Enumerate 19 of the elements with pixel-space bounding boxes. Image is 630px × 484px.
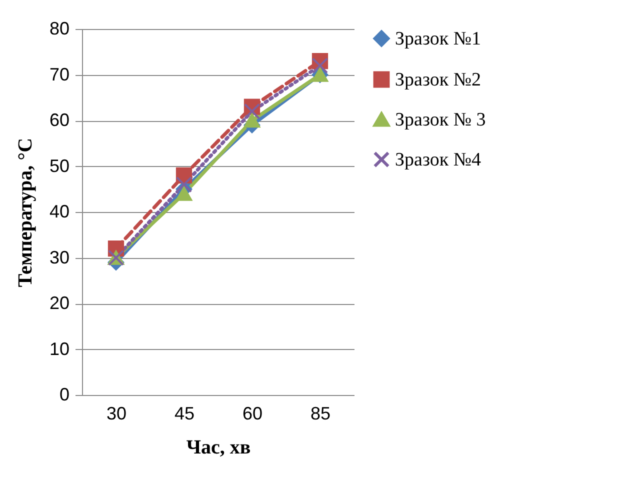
x-tick-label: 85 <box>310 404 331 424</box>
x-tick-label: 60 <box>242 404 263 424</box>
y-tick-label: 70 <box>49 64 70 84</box>
x-tick-label: 45 <box>174 404 195 424</box>
legend-label: Зразок №4 <box>395 150 482 170</box>
y-tick-label: 10 <box>49 338 70 359</box>
x-axis-title: Час, хв <box>186 436 251 458</box>
y-tick-label: 60 <box>49 110 70 130</box>
legend-label: Зразок №1 <box>395 28 481 50</box>
y-tick-label: 20 <box>49 293 70 313</box>
x-tick-label: 30 <box>106 404 127 424</box>
y-tick-label: 30 <box>49 247 70 268</box>
legend-label: Зразок №2 <box>395 70 481 90</box>
legend-label: Зразок № 3 <box>395 110 486 130</box>
y-tick-label: 0 <box>59 384 70 404</box>
y-axis-title: Температура, °C <box>14 138 36 288</box>
y-tick-label: 80 <box>49 18 70 38</box>
y-tick-label: 40 <box>49 202 70 222</box>
y-tick-label: 50 <box>49 156 70 176</box>
